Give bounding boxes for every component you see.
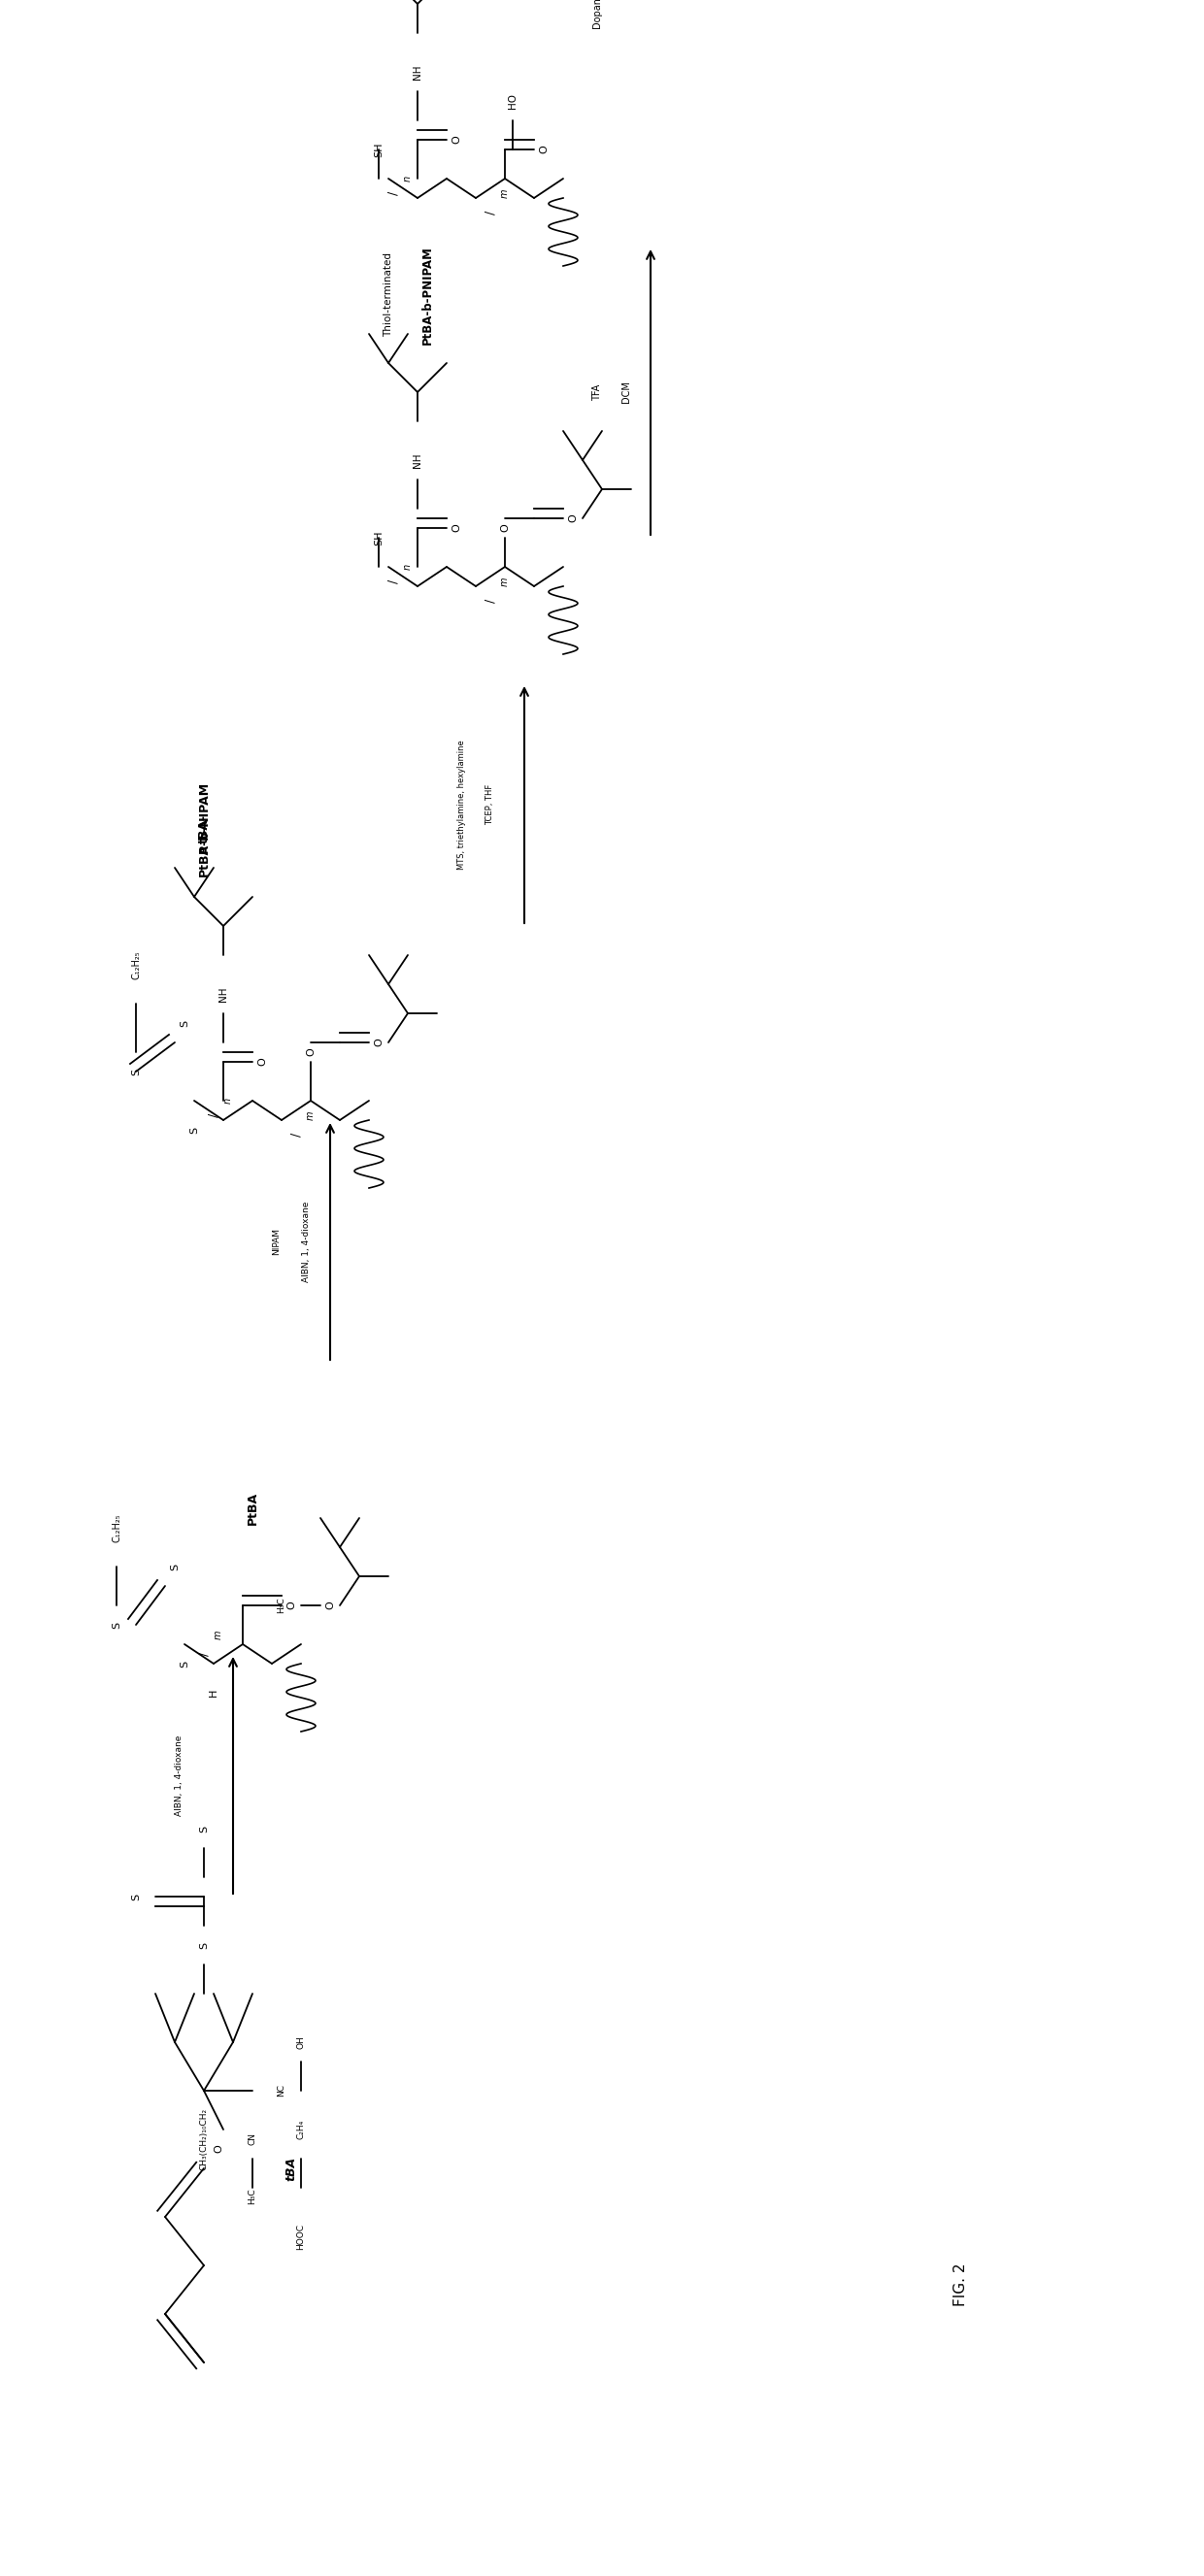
- Text: S: S: [179, 1020, 189, 1025]
- Text: FIG. 2: FIG. 2: [954, 2264, 968, 2306]
- Text: CH₃(CH₂)₁₀CH₂: CH₃(CH₂)₁₀CH₂: [200, 2107, 208, 2172]
- Text: S: S: [199, 1942, 208, 1947]
- Text: m: m: [500, 188, 509, 198]
- Text: S: S: [189, 1126, 199, 1133]
- Text: HO: HO: [508, 93, 518, 108]
- Text: NH: NH: [218, 987, 229, 1002]
- Text: AIBN, 1, 4-dioxane: AIBN, 1, 4-dioxane: [301, 1200, 311, 1283]
- Text: S: S: [179, 1659, 189, 1667]
- Text: n: n: [403, 175, 413, 180]
- Text: OH: OH: [296, 2035, 306, 2048]
- Text: O: O: [258, 1059, 267, 1066]
- Text: /: /: [197, 1651, 211, 1656]
- Text: NH: NH: [413, 453, 423, 469]
- Text: /: /: [484, 211, 497, 214]
- Text: Dopamine: Dopamine: [592, 0, 602, 28]
- Text: AIBN, 1, 4-dioxane: AIBN, 1, 4-dioxane: [176, 1734, 184, 1816]
- Text: MTS, triethylamine, hexylamine: MTS, triethylamine, hexylamine: [456, 739, 466, 871]
- Text: /: /: [386, 580, 400, 582]
- Text: m: m: [306, 1110, 315, 1121]
- Text: PtBA: PtBA: [246, 1492, 259, 1525]
- Text: n: n: [223, 1097, 234, 1103]
- Text: TCEP, THF: TCEP, THF: [486, 783, 495, 824]
- Text: S: S: [131, 1893, 141, 1901]
- Text: S: S: [170, 1564, 179, 1569]
- Text: O: O: [325, 1602, 335, 1610]
- Text: CN: CN: [248, 2133, 256, 2146]
- Text: NH: NH: [413, 64, 423, 80]
- Text: Thiol-terminated: Thiol-terminated: [384, 252, 394, 337]
- Text: PtBA-b-NIPAM: PtBA-b-NIPAM: [197, 781, 211, 876]
- Text: NIPAM: NIPAM: [272, 1229, 281, 1255]
- Text: S: S: [131, 1069, 141, 1074]
- Text: H₃C: H₃C: [277, 1597, 287, 1613]
- Text: C₁₂H₂₅: C₁₂H₂₅: [131, 951, 141, 979]
- Text: O: O: [287, 1602, 296, 1610]
- Text: C₂H₄: C₂H₄: [296, 2120, 306, 2138]
- Text: S: S: [112, 1620, 122, 1628]
- Text: /: /: [290, 1133, 302, 1136]
- Text: O: O: [539, 144, 549, 155]
- Text: H₃C: H₃C: [248, 2187, 256, 2205]
- Text: DCM: DCM: [621, 381, 631, 404]
- Text: O: O: [568, 515, 578, 523]
- Text: NC: NC: [277, 2084, 287, 2097]
- Text: m: m: [500, 577, 509, 585]
- Text: tBA: tBA: [285, 2156, 297, 2179]
- Text: SH: SH: [373, 142, 384, 157]
- Text: S: S: [199, 1826, 208, 1832]
- Text: O: O: [306, 1048, 315, 1056]
- Text: tBA-: tBA-: [197, 814, 211, 842]
- Text: /: /: [386, 191, 400, 196]
- Text: O: O: [213, 2146, 223, 2154]
- Text: /: /: [207, 1113, 220, 1118]
- Text: SH: SH: [373, 531, 384, 546]
- Text: TFA: TFA: [592, 384, 602, 399]
- Text: O: O: [500, 523, 509, 533]
- Text: O: O: [452, 523, 461, 533]
- Text: O: O: [373, 1038, 384, 1046]
- Text: HOOC: HOOC: [296, 2223, 306, 2249]
- Text: /: /: [484, 598, 497, 603]
- Text: O: O: [452, 137, 461, 144]
- Text: C₁₂H₂₅: C₁₂H₂₅: [112, 1515, 122, 1543]
- Text: n: n: [403, 564, 413, 569]
- Text: PtBA-b-PNIPAM: PtBA-b-PNIPAM: [421, 245, 433, 345]
- Text: P: P: [197, 845, 211, 853]
- Text: m: m: [213, 1631, 223, 1638]
- Text: H: H: [208, 1690, 218, 1698]
